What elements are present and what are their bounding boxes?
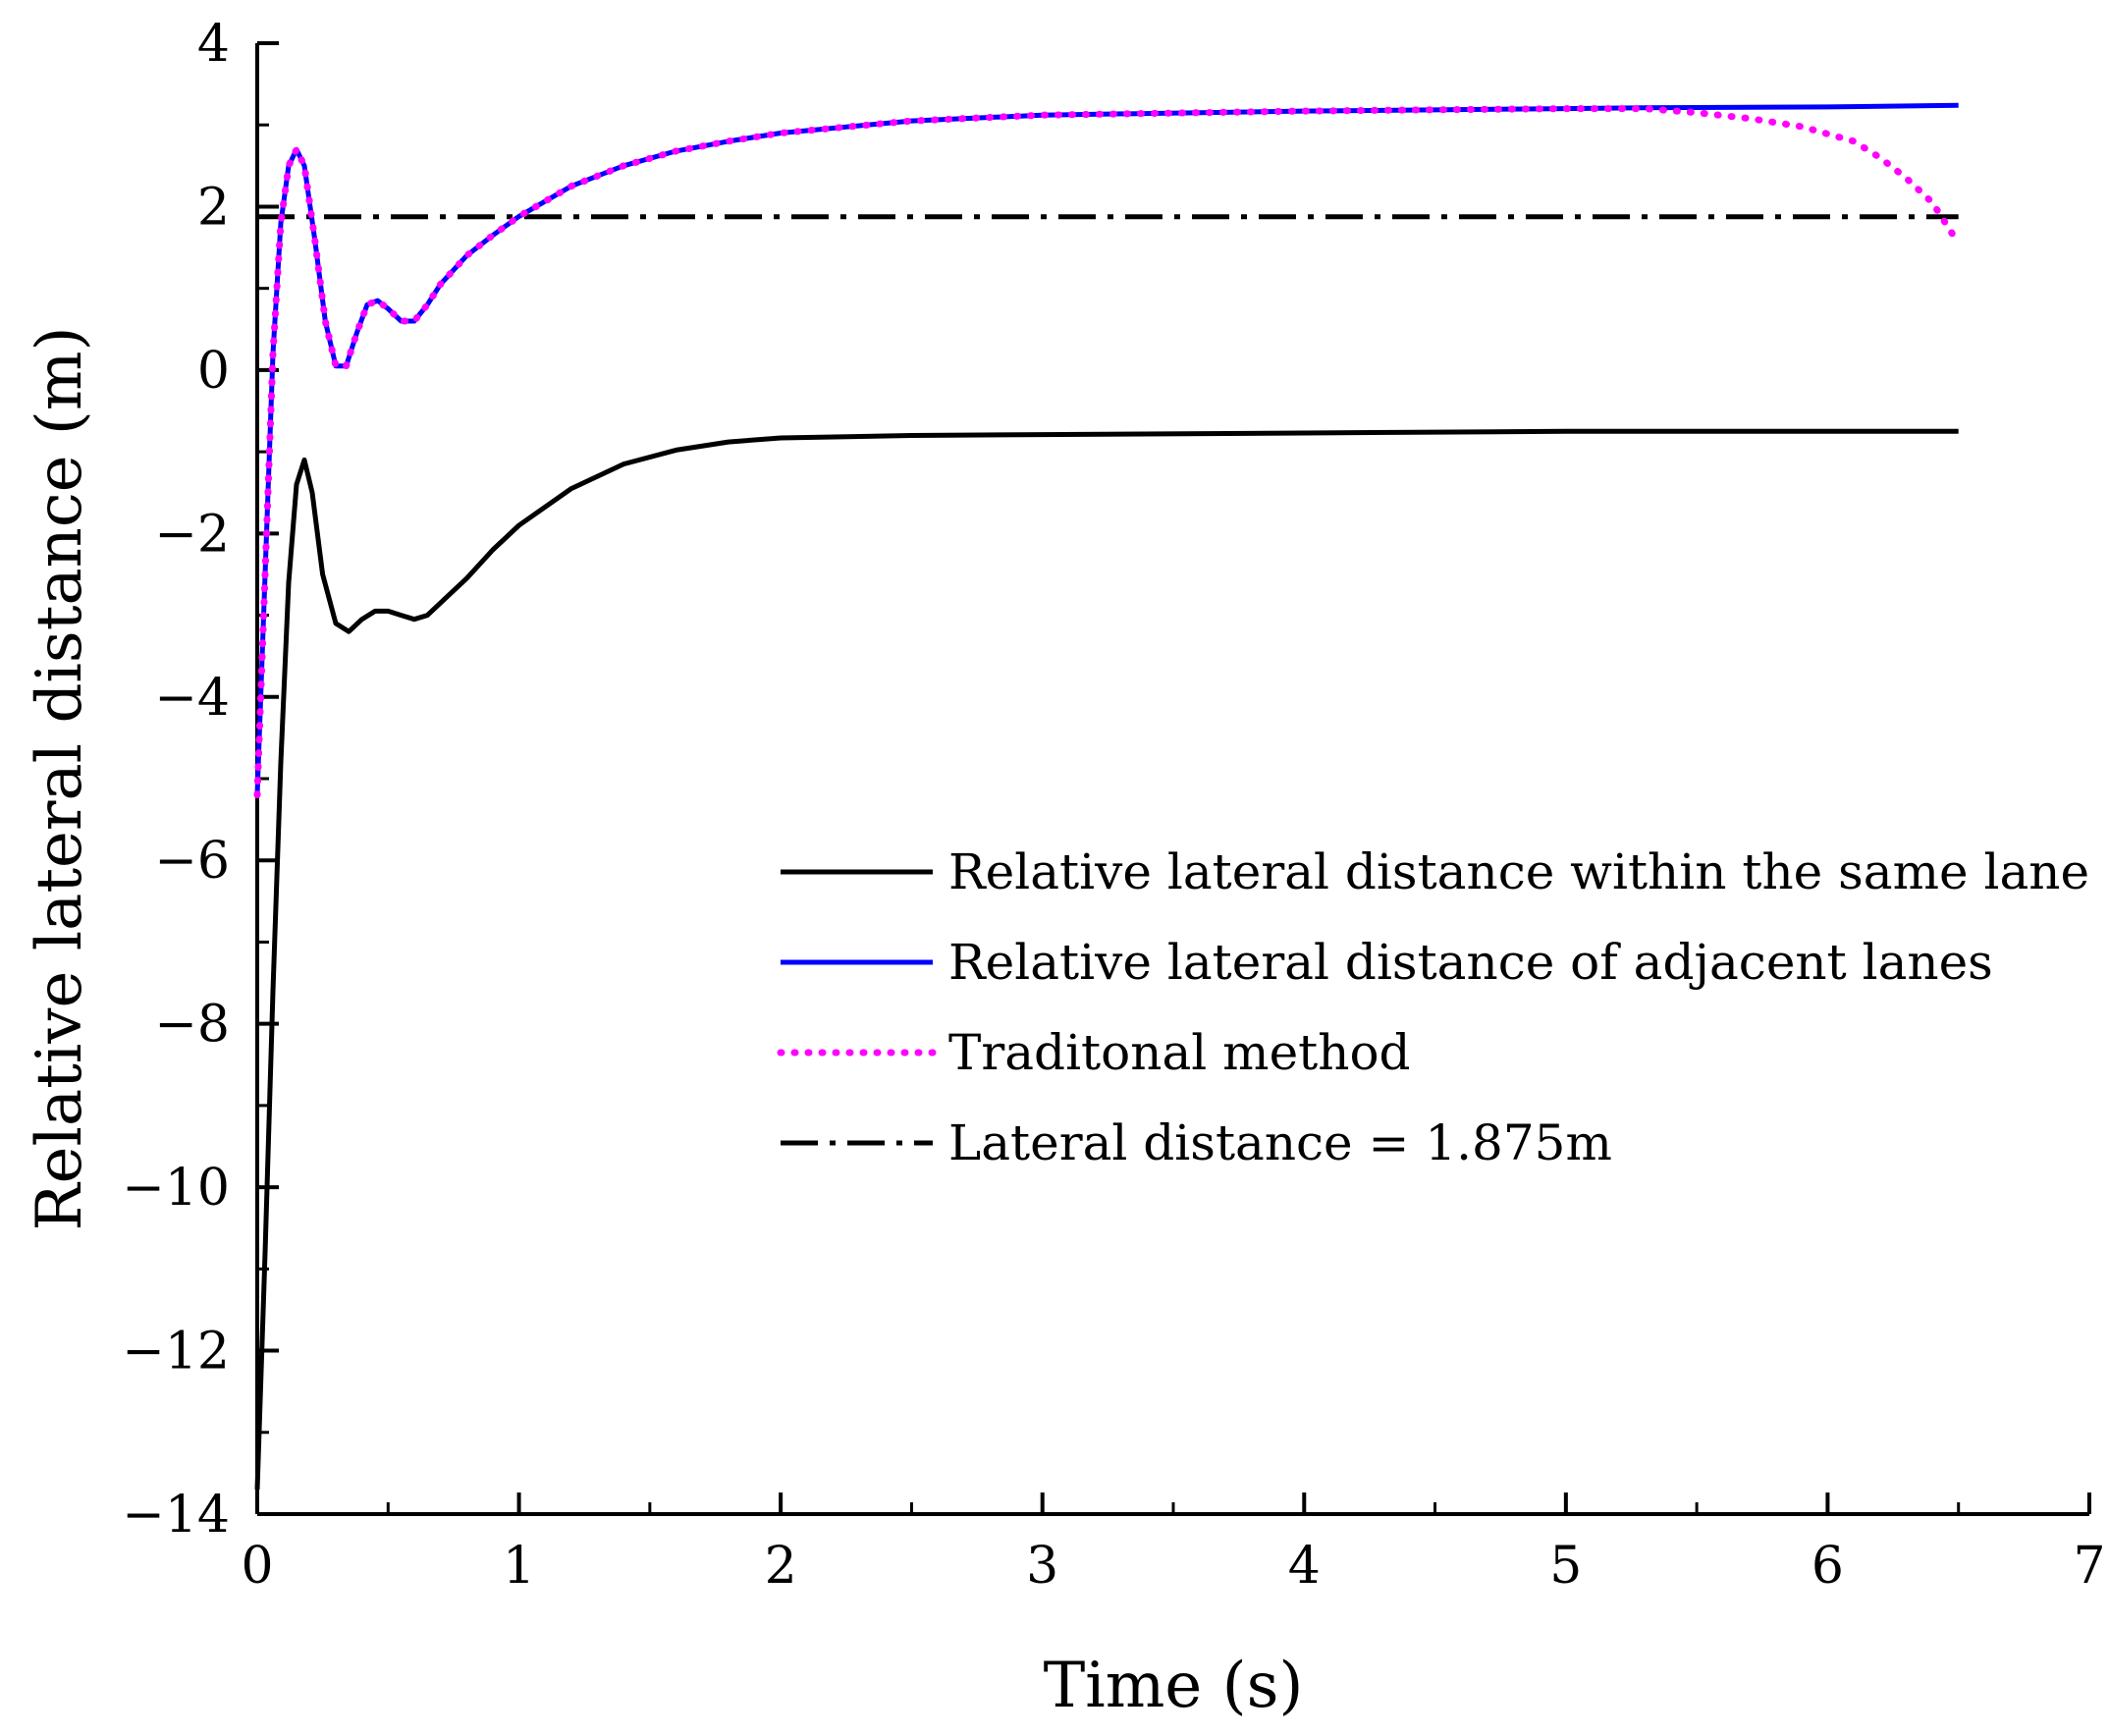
legend: Relative lateral distance within the sam… bbox=[777, 843, 2089, 1171]
series-line-3 bbox=[253, 105, 1963, 799]
y-tick-label: −2 bbox=[154, 505, 230, 564]
x-axis-title: Time (s) bbox=[1044, 1650, 1304, 1722]
y-tick-label: 2 bbox=[197, 178, 230, 237]
x-tick-label: 0 bbox=[241, 1537, 273, 1596]
x-tick-label: 6 bbox=[1811, 1537, 1844, 1596]
y-tick-label: −10 bbox=[122, 1159, 230, 1218]
legend-label-4: Lateral distance = 1.875m bbox=[948, 1114, 1612, 1171]
y-tick-label: −6 bbox=[154, 832, 230, 891]
legend-label-3: Traditonal method bbox=[948, 1024, 1411, 1081]
y-tick-label: 4 bbox=[197, 15, 230, 74]
x-tick-label: 3 bbox=[1026, 1537, 1058, 1596]
legend-label-2: Relative lateral distance of adjacent la… bbox=[948, 934, 1993, 991]
axes: 0 1 2 3 4 5 6 7 4 2 0 −2 −4 −6 −8 −10 −12 −14 Time (s) Rela… bbox=[24, 15, 2106, 1722]
y-tick-label: −8 bbox=[154, 996, 230, 1055]
legend-label-1: Relative lateral distance within the sam… bbox=[948, 843, 2089, 900]
y-tick-label: −14 bbox=[122, 1486, 230, 1545]
x-tick-label: 5 bbox=[1549, 1537, 1582, 1596]
y-tick-label: −12 bbox=[122, 1323, 230, 1382]
plot-area bbox=[253, 102, 1963, 1491]
x-tick-label: 2 bbox=[765, 1537, 797, 1596]
x-tick-label: 4 bbox=[1288, 1537, 1321, 1596]
y-axis-title: Relative lateral distance (m) bbox=[24, 326, 96, 1230]
x-tick-label: 1 bbox=[503, 1537, 535, 1596]
y-tick-label: 0 bbox=[197, 342, 230, 401]
y-tick-label: −4 bbox=[154, 669, 230, 728]
x-tick-label: 7 bbox=[2073, 1537, 2105, 1596]
series-line-1 bbox=[254, 428, 1959, 1491]
series-line-2 bbox=[254, 102, 1959, 795]
